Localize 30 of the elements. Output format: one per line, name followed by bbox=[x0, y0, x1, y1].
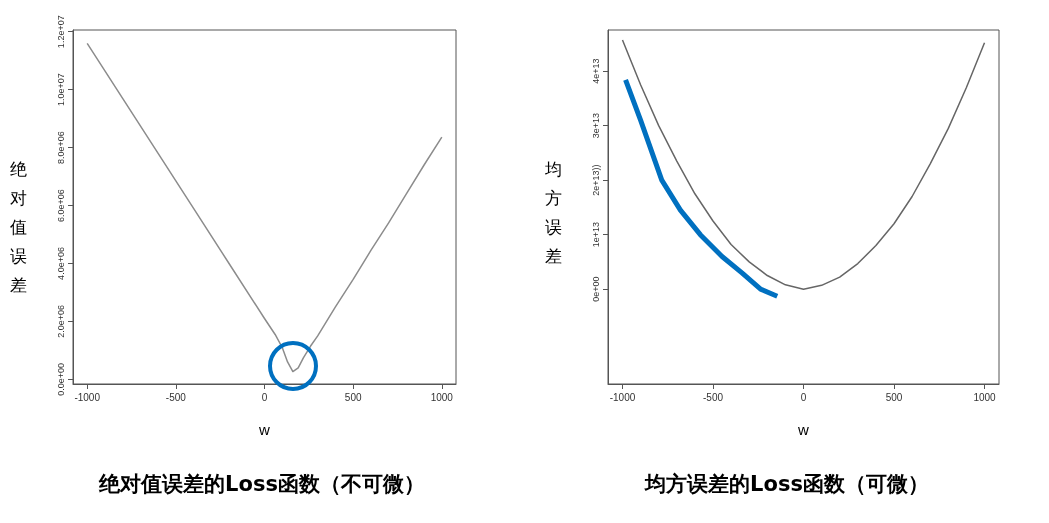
x-tick-label: 1000 bbox=[973, 391, 997, 403]
x-tick-label: -1000 bbox=[74, 391, 101, 403]
y-tick-label: 4.0e+06 bbox=[55, 247, 66, 280]
x-tick-label: 0 bbox=[800, 391, 807, 403]
x-tick-label: -500 bbox=[165, 391, 187, 403]
x-tick-label: 1000 bbox=[430, 391, 454, 403]
line-series bbox=[86, 42, 443, 373]
y-tick-label: 3e+13 bbox=[590, 113, 601, 139]
y-axis-title: 绝对值误差 bbox=[10, 158, 28, 297]
y-tick-label: 2.0e+06 bbox=[55, 305, 66, 338]
y-axis-title: 均方误差 bbox=[545, 158, 563, 268]
text: 均方误差的Loss函数（可微） bbox=[643, 471, 930, 498]
y-tick-label: 0.0e+00 bbox=[55, 362, 66, 396]
y-tick-label: 2e+13)) bbox=[590, 164, 601, 196]
x-axis-title: w bbox=[258, 421, 271, 438]
y-tick-label: 4e+13 bbox=[590, 58, 601, 84]
text: 绝对值误差的Loss函数（不可微） bbox=[98, 471, 426, 498]
x-axis-title: w bbox=[797, 421, 810, 438]
x-tick-label: 500 bbox=[344, 391, 362, 403]
x-tick-label: -500 bbox=[702, 391, 724, 403]
x-tick-label: 500 bbox=[885, 391, 903, 403]
y-tick-label: 1.2e+07 bbox=[55, 15, 66, 49]
x-tick-label: -1000 bbox=[609, 391, 636, 403]
y-tick-label: 1.0e+07 bbox=[55, 73, 66, 107]
y-tick-label: 0e+00 bbox=[590, 276, 601, 302]
y-tick-label: 8.0e+06 bbox=[55, 131, 66, 165]
x-tick-label: 0 bbox=[261, 391, 268, 403]
line-series bbox=[621, 39, 986, 290]
y-tick-label: 6.0e+06 bbox=[55, 189, 66, 222]
y-tick-label: 1e+13 bbox=[590, 222, 601, 248]
